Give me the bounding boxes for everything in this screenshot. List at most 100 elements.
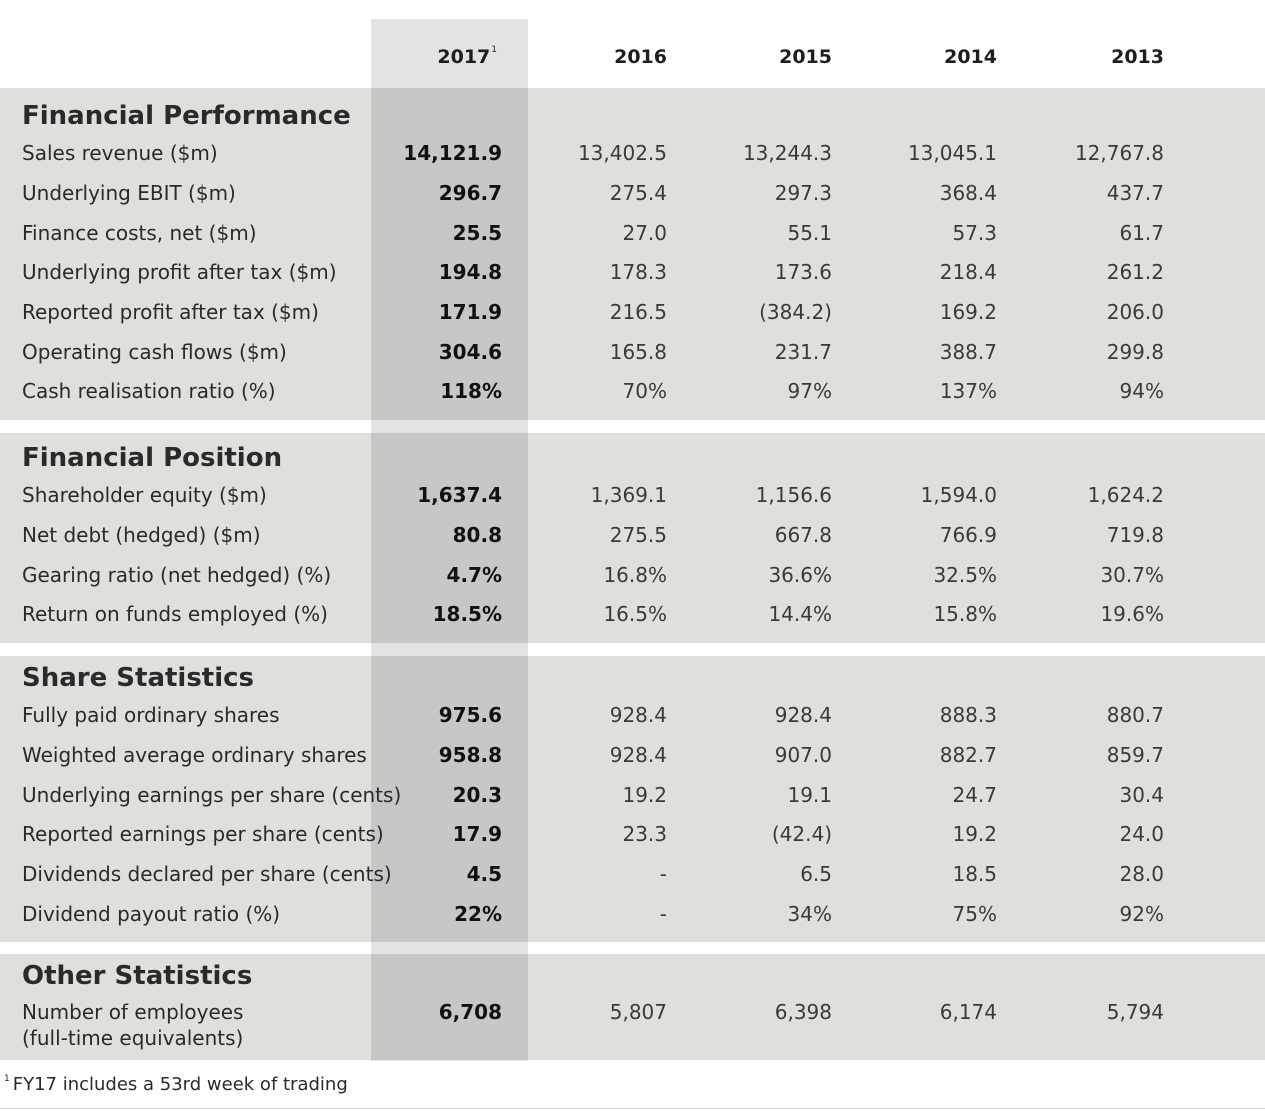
table-row: Reported profit after tax ($m) 171.9 216… — [0, 299, 1265, 339]
value-2013: 92% — [1119, 902, 1164, 926]
value-2014: 13,045.1 — [907, 141, 997, 165]
value-2014: 888.3 — [939, 703, 997, 727]
row-label: Return on funds employed (%) — [22, 602, 328, 626]
value-2014: 137% — [939, 379, 997, 403]
value-2013: 5,794 — [1106, 1000, 1164, 1024]
value-2013: 206.0 — [1106, 300, 1164, 324]
value-2016: 27.0 — [622, 221, 667, 245]
row-label: Reported profit after tax ($m) — [22, 300, 319, 324]
value-2015: 297.3 — [774, 181, 832, 205]
highlight-band — [371, 433, 528, 643]
value-2013: 437.7 — [1106, 181, 1164, 205]
value-2016: 928.4 — [609, 743, 667, 767]
value-2017: 304.6 — [438, 340, 502, 364]
value-2014: 218.4 — [939, 260, 997, 284]
row-label: Cash realisation ratio (%) — [22, 379, 276, 403]
value-2016: 23.3 — [622, 822, 667, 846]
table-row: Sales revenue ($m) 14,121.9 13,402.5 13,… — [0, 140, 1265, 180]
row-label: Net debt (hedged) ($m) — [22, 523, 261, 547]
value-2015: 55.1 — [787, 221, 832, 245]
table-row: Gearing ratio (net hedged) (%) 4.7% 16.8… — [0, 562, 1265, 602]
value-2014: 169.2 — [939, 300, 997, 324]
header-year-2014: 2014 — [944, 46, 997, 68]
value-2014: 388.7 — [939, 340, 997, 364]
value-2017: 296.7 — [438, 181, 502, 205]
section-title: Other Statistics — [22, 961, 253, 991]
value-2017: 171.9 — [438, 300, 502, 324]
value-2017: 4.7% — [446, 563, 502, 587]
section-other-statistics: Other Statistics Number of employees (fu… — [0, 954, 1265, 1060]
footnote-marker: 1 — [4, 1074, 10, 1084]
row-label: Reported earnings per share (cents) — [22, 822, 384, 846]
value-2014: 18.5 — [952, 862, 997, 886]
value-2016: 216.5 — [609, 300, 667, 324]
section-title: Financial Position — [22, 443, 283, 473]
table-row: Cash realisation ratio (%) 118% 70% 97% … — [0, 378, 1265, 418]
value-2017: 22% — [454, 902, 502, 926]
value-2016: 275.4 — [609, 181, 667, 205]
value-2017: 80.8 — [452, 523, 502, 547]
value-2016: 1,369.1 — [590, 483, 667, 507]
value-2017: 20.3 — [452, 783, 502, 807]
value-2015: 667.8 — [774, 523, 832, 547]
value-2014: 882.7 — [939, 743, 997, 767]
table-row: Net debt (hedged) ($m) 80.8 275.5 667.8 … — [0, 522, 1265, 562]
value-2013: 30.4 — [1119, 783, 1164, 807]
value-2014: 766.9 — [939, 523, 997, 547]
value-2014: 24.7 — [952, 783, 997, 807]
value-2016: 165.8 — [609, 340, 667, 364]
value-2015: 6.5 — [800, 862, 832, 886]
value-2013: 719.8 — [1106, 523, 1164, 547]
value-2016: 5,807 — [609, 1000, 667, 1024]
table-header: 20171 2016 2015 2014 2013 — [0, 0, 1265, 88]
row-label: Sales revenue ($m) — [22, 141, 218, 165]
value-2013: 859.7 — [1106, 743, 1164, 767]
table-row: Underlying profit after tax ($m) 194.8 1… — [0, 259, 1265, 299]
value-2017: 14,121.9 — [403, 141, 502, 165]
value-2015: 13,244.3 — [742, 141, 832, 165]
table-row: Underlying earnings per share (cents) 20… — [0, 782, 1265, 822]
value-2013: 61.7 — [1119, 221, 1164, 245]
value-2013: 30.7% — [1100, 563, 1164, 587]
value-2016: 19.2 — [622, 783, 667, 807]
table-row: Reported earnings per share (cents) 17.9… — [0, 821, 1265, 861]
value-2015: 6,398 — [774, 1000, 832, 1024]
value-2017: 194.8 — [438, 260, 502, 284]
value-2015: 173.6 — [774, 260, 832, 284]
value-2016: 275.5 — [609, 523, 667, 547]
value-2016: 16.5% — [603, 602, 667, 626]
section-title: Share Statistics — [22, 663, 255, 693]
row-label-line1: Number of employees — [22, 1000, 244, 1024]
value-2015: 36.6% — [768, 563, 832, 587]
row-label-line2: (full-time equivalents) — [22, 1026, 244, 1050]
row-label: Operating cash flows ($m) — [22, 340, 287, 364]
footnote: 1 FY17 includes a 53rd week of trading — [4, 1074, 348, 1095]
header-year-2013: 2013 — [1111, 46, 1164, 68]
value-2014: 15.8% — [933, 602, 997, 626]
value-2015: 928.4 — [774, 703, 832, 727]
value-2015: 14.4% — [768, 602, 832, 626]
value-2013: 299.8 — [1106, 340, 1164, 364]
value-2015: (384.2) — [759, 300, 832, 324]
highlight-band — [371, 88, 528, 420]
row-label: Gearing ratio (net hedged) (%) — [22, 563, 332, 587]
value-2013: 94% — [1119, 379, 1164, 403]
value-2017: 1,637.4 — [417, 483, 502, 507]
table-row: Return on funds employed (%) 18.5% 16.5%… — [0, 601, 1265, 641]
table-row: Shareholder equity ($m) 1,637.4 1,369.1 … — [0, 482, 1265, 522]
value-2017: 25.5 — [452, 221, 502, 245]
value-2016: 70% — [622, 379, 667, 403]
table-row: Dividend payout ratio (%) 22% - 34% 75% … — [0, 901, 1265, 941]
value-2015: 1,156.6 — [755, 483, 832, 507]
value-2015: 19.1 — [787, 783, 832, 807]
value-2013: 24.0 — [1119, 822, 1164, 846]
value-2017: 118% — [440, 379, 502, 403]
value-2016: - — [659, 862, 667, 886]
value-2017: 17.9 — [452, 822, 502, 846]
row-label: Weighted average ordinary shares — [22, 743, 367, 767]
value-2014: 1,594.0 — [920, 483, 997, 507]
value-2014: 75% — [952, 902, 997, 926]
value-2014: 19.2 — [952, 822, 997, 846]
value-2015: 34% — [787, 902, 832, 926]
header-year-2015: 2015 — [779, 46, 832, 68]
